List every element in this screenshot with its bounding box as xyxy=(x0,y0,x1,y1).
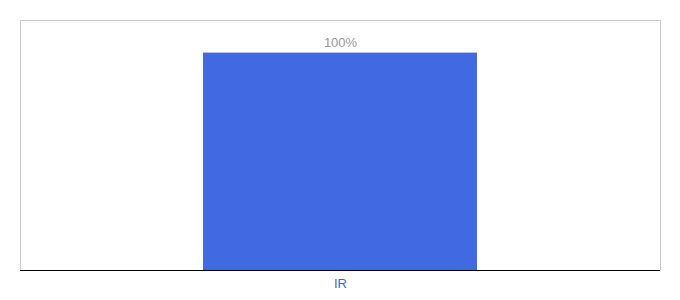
svg-text:IR: IR xyxy=(334,276,347,291)
svg-text:100%: 100% xyxy=(324,35,358,50)
